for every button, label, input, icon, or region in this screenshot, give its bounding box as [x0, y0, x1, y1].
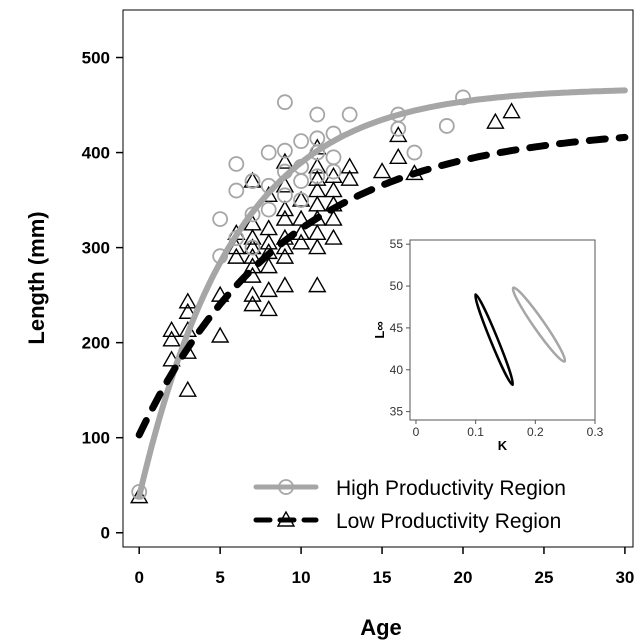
data-point-low [259, 257, 278, 274]
data-point-low [502, 102, 521, 119]
legend-marker-triangle [276, 510, 296, 527]
inset-y-tick-label: 45 [390, 321, 404, 335]
data-point-high [341, 106, 358, 123]
data-point-high [309, 106, 326, 123]
data-point-high [309, 168, 326, 185]
inset-y-tick-label: 40 [390, 363, 404, 377]
y-tick-label: 0 [101, 524, 110, 543]
fit-curve-high [136, 87, 628, 500]
data-point-low [308, 157, 327, 174]
y-tick-label: 300 [82, 239, 110, 258]
data-point-high [325, 163, 342, 180]
data-point-low [324, 228, 343, 245]
inset-y-tick-label: 50 [390, 279, 404, 293]
inset-plot: 0 0.1 0.2 0.3 35 40 45 50 55 K L∞ [372, 237, 604, 453]
data-point-low [162, 330, 181, 347]
inset-x-tick-label: 0 [413, 425, 420, 439]
y-tick-label: 200 [82, 334, 110, 353]
data-point-high [293, 192, 309, 208]
inset-y-tick-label: 35 [390, 405, 404, 419]
data-point-low [243, 228, 262, 245]
data-point-low [243, 171, 262, 188]
data-point-low [129, 487, 149, 504]
data-point-low [178, 380, 197, 397]
data-point-low [227, 247, 246, 264]
fit-curve-low [135, 133, 629, 439]
data-point-high [228, 156, 245, 172]
x-axis-title: Age [360, 615, 402, 640]
data-point-low [210, 326, 230, 343]
data-point-low [308, 238, 327, 255]
legend-marker-circle [278, 479, 294, 495]
data-point-low [308, 169, 327, 186]
data-point-low [275, 247, 295, 264]
data-point-low [291, 233, 311, 250]
data-point-high [260, 144, 277, 161]
inset-frame [409, 239, 596, 421]
y-tick-label: 400 [82, 144, 110, 163]
data-point-high [390, 120, 407, 137]
data-point-high [293, 133, 309, 150]
data-point-high [260, 201, 277, 218]
inset-x-axis-title: K [498, 438, 508, 453]
data-point-low [340, 169, 359, 186]
ellipse-high [511, 286, 567, 363]
data-point-low [178, 292, 197, 309]
data-point-low [275, 200, 295, 217]
data-point-high [228, 182, 245, 199]
legend: High Productivity Region Low Productivity… [253, 477, 566, 533]
data-point-low [275, 209, 295, 226]
data-point-low [243, 285, 262, 302]
data-point-high [277, 142, 293, 159]
data-point-high [277, 94, 293, 111]
data-point-low [178, 302, 197, 319]
x-tick-label: 15 [373, 568, 392, 587]
data-point-low [162, 320, 181, 337]
data-point-high [277, 187, 293, 204]
data-point-low [275, 176, 295, 193]
data-point-low [324, 209, 343, 226]
x-tick-label: 20 [454, 568, 473, 587]
inset-y-axis-title: L∞ [372, 321, 387, 338]
data-point-low [308, 276, 327, 293]
x-tick-label: 25 [534, 568, 553, 587]
data-point-low [243, 295, 262, 312]
data-point-high [293, 173, 309, 189]
data-point-low [259, 233, 278, 250]
data-point-high [212, 211, 229, 227]
y-axis-title: Length (mm) [24, 211, 49, 344]
inset-x-tick-label: 0.2 [527, 425, 544, 439]
data-point-low [243, 238, 262, 255]
data-point-low [243, 247, 262, 264]
x-tick-label: 30 [615, 568, 634, 587]
inset-x-tick-label: 0.1 [467, 425, 484, 439]
y-tick-label: 100 [82, 429, 110, 448]
inset-y-tick-label: 55 [390, 237, 404, 251]
data-point-high [244, 239, 261, 256]
ellipse-low [474, 293, 515, 387]
data-point-low [340, 157, 359, 174]
data-point-low [372, 162, 392, 179]
data-point-high [244, 206, 261, 223]
data-point-low [291, 190, 311, 207]
data-point-low [486, 112, 505, 129]
data-point-high [406, 144, 423, 161]
x-tick-label: 5 [215, 568, 224, 587]
y-tick-label: 500 [82, 49, 110, 68]
data-point-high [244, 173, 261, 189]
x-tick-label: 10 [292, 568, 311, 587]
data-point-high [438, 118, 455, 134]
data-point-low [259, 299, 278, 317]
data-point-low [275, 276, 295, 293]
x-tick-label: 0 [134, 568, 143, 587]
legend-label: High Productivity Region [336, 477, 566, 500]
data-point-low [275, 152, 295, 169]
inset-x-tick-label: 0.3 [587, 425, 604, 439]
data-point-low [259, 280, 278, 298]
data-point-low [389, 147, 408, 165]
legend-label: Low Productivity Region [336, 510, 561, 533]
data-point-low [291, 223, 311, 241]
